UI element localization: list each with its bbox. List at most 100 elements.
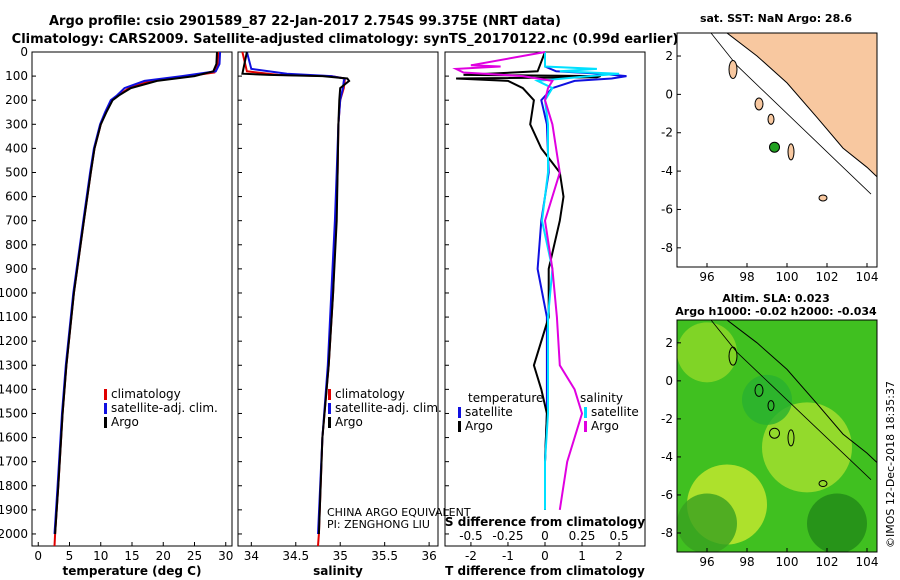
- sla-blob: [807, 493, 867, 552]
- legend-swatch: [458, 407, 461, 418]
- y-tick-label: 800: [5, 238, 28, 252]
- map-y-tick-label: -8: [661, 526, 673, 540]
- x-tick-label: 2: [615, 549, 623, 563]
- map-bottom-title-1: Altim. SLA: 0.023: [722, 292, 829, 305]
- y-tick-label: 200: [5, 93, 28, 107]
- x-axis-label: T difference from climatology: [445, 564, 645, 578]
- x-tick-label: 34: [244, 549, 259, 563]
- y-tick-label: 1800: [0, 479, 28, 493]
- legend-swatch: [328, 417, 331, 428]
- series-line: [54, 51, 218, 535]
- island: [787, 143, 795, 161]
- legend-label: climatology: [111, 387, 181, 401]
- annotation-line-1: CHINA ARGO EQUIVALENT: [327, 506, 471, 519]
- y-tick-label: 400: [5, 141, 28, 155]
- top-tick-label: 0.5: [610, 529, 629, 543]
- island: [728, 346, 738, 366]
- map-x-tick-label: 104: [856, 270, 879, 284]
- sumatra-coast: [726, 33, 877, 178]
- y-tick-label: 0: [20, 45, 28, 59]
- annotation-line-2: PI: ZENGHONG LIU: [327, 518, 430, 531]
- map-x-tick-label: 100: [776, 270, 799, 284]
- map-frame: [676, 32, 878, 268]
- x-tick-label: 0: [34, 549, 42, 563]
- argo-location-marker: [769, 427, 780, 439]
- sla-blob: [677, 493, 737, 552]
- legend-label: satellite: [465, 405, 513, 419]
- map-x-tick-label: 96: [699, 555, 714, 569]
- series-line: [241, 51, 351, 535]
- top-tick-label: -0.25: [492, 529, 523, 543]
- top-tick-label: 0.25: [569, 529, 596, 543]
- y-tick-label: 1200: [0, 334, 28, 348]
- x-tick-label: 30: [218, 549, 233, 563]
- x-tick-label: 34.5: [282, 549, 309, 563]
- legend-swatch: [104, 417, 107, 428]
- map-area: [677, 320, 877, 552]
- series-line: [533, 52, 620, 510]
- title-line-2: Climatology: CARS2009. Satellite-adjuste…: [12, 32, 679, 47]
- x-tick-label: 10: [93, 549, 108, 563]
- island: [818, 194, 828, 202]
- legend-label: Argo: [111, 415, 139, 429]
- legend-title-temperature: temperature: [468, 391, 543, 405]
- map-x-tick-label: 96: [699, 270, 714, 284]
- y-tick-label: 1500: [0, 406, 28, 420]
- x-tick-label: 36: [421, 549, 436, 563]
- legend-label: Argo: [465, 419, 493, 433]
- map-y-tick-label: -4: [661, 164, 673, 178]
- series-line: [456, 51, 601, 510]
- map-x-tick-label: 98: [739, 555, 754, 569]
- series-line: [452, 51, 584, 511]
- sla-blob: [742, 374, 792, 425]
- plot-frame: [31, 51, 233, 547]
- legend-swatch: [328, 389, 331, 400]
- x-axis-label: salinity: [313, 564, 363, 578]
- map-y-tick-label: -6: [661, 488, 673, 502]
- legend-label: satellite-adj. clim.: [111, 401, 218, 415]
- map-y-tick-label: 2: [665, 336, 673, 350]
- x-tick-label: 0: [541, 549, 549, 563]
- map-y-tick-label: 0: [665, 374, 673, 388]
- map-bottom-title-2: Argo h1000: -0.02 h2000: -0.034: [675, 305, 877, 318]
- y-tick-label: 2000: [0, 527, 28, 541]
- difference-panel: -2 -1 0 1 2 -0.5 -0.25 0 0.25 0.5S difference fro…: [444, 51, 646, 578]
- y-tick-label: 600: [5, 190, 28, 204]
- top-axis-label: S difference from climatology: [445, 515, 645, 529]
- island: [767, 113, 775, 125]
- island: [767, 400, 775, 412]
- map-y-tick-label: -6: [661, 202, 673, 216]
- legend-swatch: [584, 407, 587, 418]
- y-tick-label: 700: [5, 214, 28, 228]
- y-tick-label: 1000: [0, 286, 28, 300]
- x-tick-label: -2: [465, 549, 477, 563]
- legend-swatch: [104, 403, 107, 414]
- map-sst: 96 98 100 102 104 2 0 -2 -4 -6 -8: [661, 32, 879, 284]
- legend-label: Argo: [591, 419, 619, 433]
- map-y-tick-label: 2: [665, 49, 673, 63]
- map-y-tick-label: -2: [661, 412, 673, 426]
- top-tick-label: -0.5: [459, 529, 482, 543]
- y-tick-label: 1900: [0, 503, 28, 517]
- legend-label: satellite: [591, 405, 639, 419]
- x-tick-label: 35.5: [371, 549, 398, 563]
- legend-swatch: [458, 421, 461, 432]
- sumatra-coast: [726, 320, 877, 464]
- y-tick-label: 1700: [0, 455, 28, 469]
- island: [728, 59, 738, 79]
- map-sla: 96 98 100 102 104 2 0 -2 -4 -6 -8: [661, 319, 878, 569]
- legend-label: satellite-adj. clim.: [335, 401, 442, 415]
- y-tick-label: 1400: [0, 382, 28, 396]
- x-tick-label: 15: [124, 549, 139, 563]
- map-y-tick-label: -8: [661, 241, 673, 255]
- island: [754, 97, 764, 111]
- salinity-panel: 34 34.5 35 35.5 36 salinity climatologysatelli…: [237, 51, 442, 578]
- y-tick-label: 1600: [0, 431, 28, 445]
- x-tick-label: 35: [333, 549, 348, 563]
- legend-title-salinity: salinity: [580, 391, 623, 405]
- legend-swatch: [104, 389, 107, 400]
- island: [818, 480, 828, 488]
- y-tick-label: 1100: [0, 310, 28, 324]
- temperature-panel: 0100200300400500600700800900100011001200…: [0, 45, 233, 578]
- sla-blob: [762, 402, 852, 493]
